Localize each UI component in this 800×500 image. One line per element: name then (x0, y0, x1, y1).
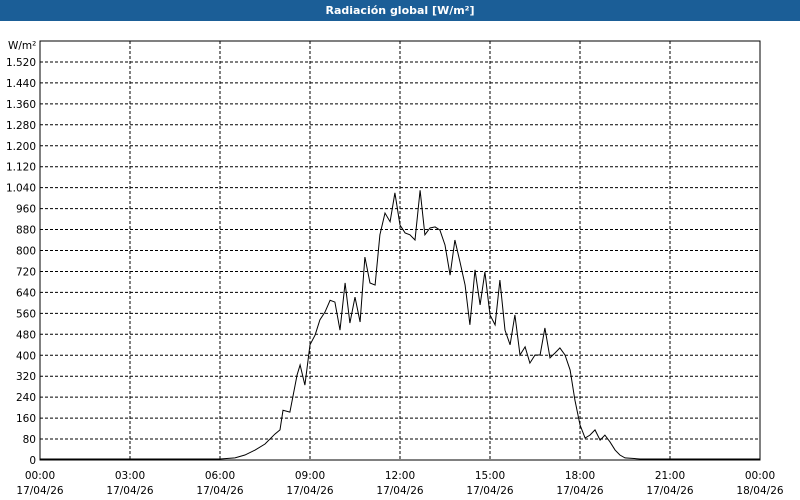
x-tick-label: 15:00 (475, 470, 505, 482)
x-tick-label: 21:00 (655, 470, 685, 482)
y-tick-label: 160 (16, 413, 36, 425)
y-tick-label: 960 (16, 204, 36, 216)
y-tick-label: 480 (16, 329, 36, 341)
y-tick-label: 1.440 (6, 78, 36, 90)
y-tick-label: 0 (29, 455, 36, 467)
y-tick-label: 1.520 (6, 57, 36, 69)
x-tick-date: 18/04/26 (736, 485, 783, 497)
x-tick-date: 17/04/26 (466, 485, 513, 497)
x-tick-date: 17/04/26 (376, 485, 423, 497)
y-tick-label: 400 (16, 350, 36, 362)
x-tick-label: 06:00 (205, 470, 235, 482)
x-tick-label: 12:00 (385, 470, 415, 482)
y-tick-label: 720 (16, 266, 36, 278)
y-tick-label: 1.120 (6, 162, 36, 174)
x-tick-date: 17/04/26 (646, 485, 693, 497)
x-tick-date: 17/04/26 (106, 485, 153, 497)
data-line (40, 190, 760, 460)
x-tick-label: 03:00 (115, 470, 145, 482)
plot-frame (39, 40, 761, 461)
y-tick-label: 880 (16, 225, 36, 237)
x-tick-label: 00:00 (25, 470, 55, 482)
y-tick-label: 320 (16, 371, 36, 383)
y-tick-label: 640 (16, 287, 36, 299)
x-tick-label: 09:00 (295, 470, 325, 482)
y-unit-label: W/m² (8, 40, 36, 52)
y-tick-label: 1.280 (6, 120, 36, 132)
y-tick-label: 80 (23, 434, 36, 446)
x-tick-label: 18:00 (565, 470, 595, 482)
x-tick-date: 17/04/26 (196, 485, 243, 497)
y-tick-label: 560 (16, 308, 36, 320)
y-tick-label: 1.200 (6, 141, 36, 153)
chart-title: Radiación global [W/m²] (325, 4, 474, 17)
y-tick-label: 240 (16, 392, 36, 404)
title-bar (0, 0, 800, 21)
x-tick-date: 17/04/26 (556, 485, 603, 497)
x-tick-date: 17/04/26 (286, 485, 333, 497)
y-tick-label: 800 (16, 246, 36, 258)
x-tick-label: 00:00 (745, 470, 775, 482)
x-tick-date: 17/04/26 (16, 485, 63, 497)
y-tick-label: 1.040 (6, 183, 36, 195)
y-tick-label: 1.360 (6, 99, 36, 111)
